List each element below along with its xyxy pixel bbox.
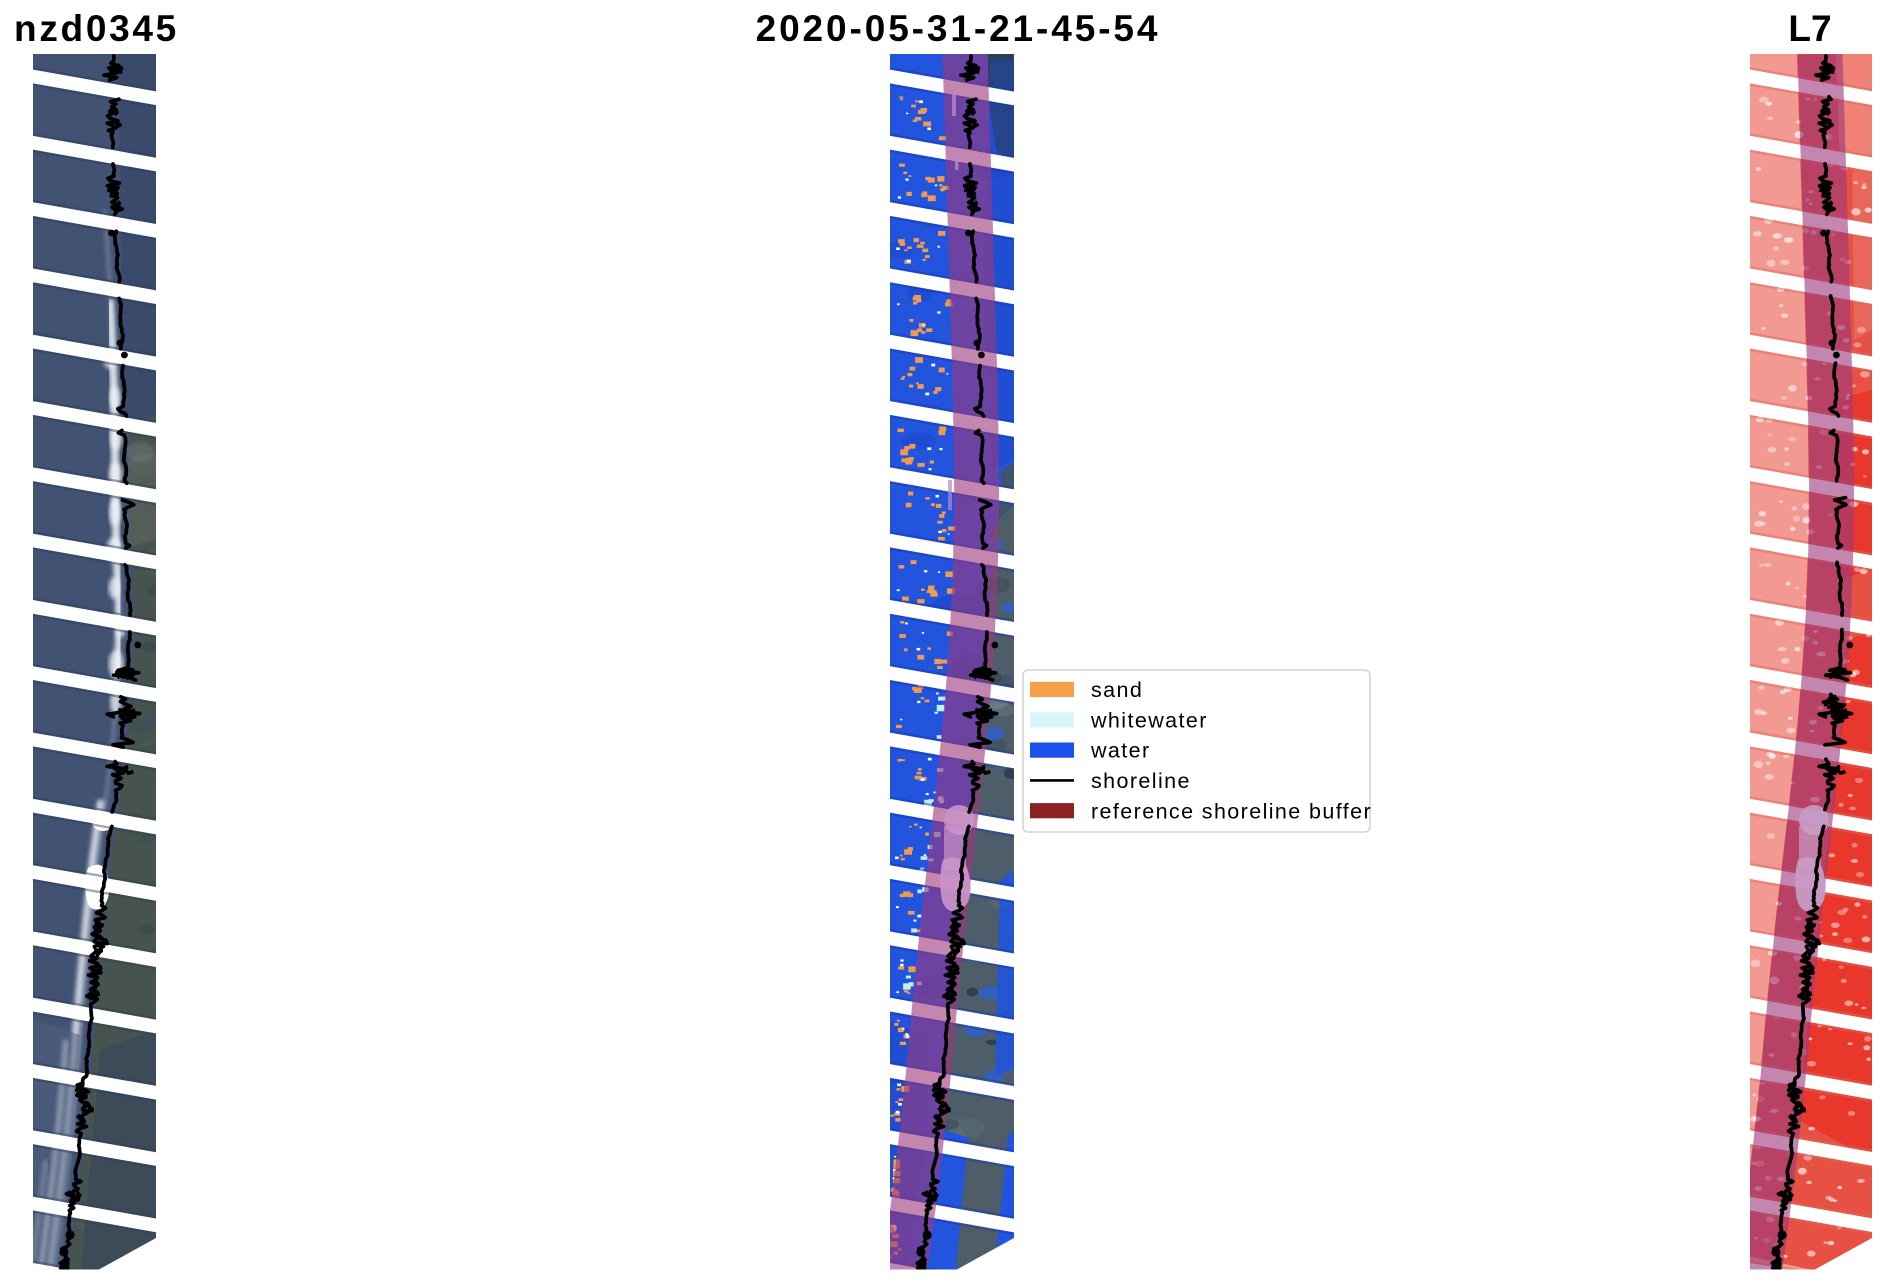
svg-text:2020-05-31-21-45-54: 2020-05-31-21-45-54: [756, 8, 1161, 49]
svg-text:water: water: [1090, 739, 1151, 763]
svg-text:nzd0345: nzd0345: [14, 8, 179, 49]
svg-text:sand: sand: [1091, 678, 1143, 702]
svg-text:reference shoreline buffer: reference shoreline buffer: [1091, 799, 1372, 823]
svg-text:L7: L7: [1788, 8, 1831, 49]
svg-text:shoreline: shoreline: [1091, 769, 1191, 793]
svg-text:whitewater: whitewater: [1090, 708, 1208, 732]
